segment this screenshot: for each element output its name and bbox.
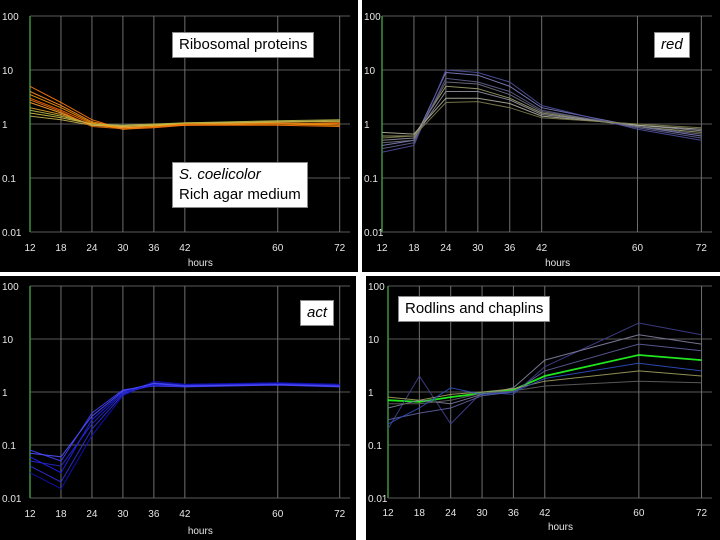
y-tick-label: 1 — [2, 120, 8, 131]
x-tick-label: 36 — [504, 243, 516, 254]
y-tick-label: 0.01 — [368, 494, 388, 505]
chart-panel-red: 100 10 1 0.1 0.01 12 18 24 30 36 42 60 72 hours red — [362, 0, 720, 272]
annotation-line-2: Rich agar medium — [179, 186, 301, 203]
y-tick-label: 0.1 — [364, 174, 378, 185]
y-tick-label: 100 — [364, 12, 381, 23]
x-tick-label: 24 — [440, 243, 452, 254]
x-tick-label: 36 — [508, 508, 520, 519]
y-tick-label: 1 — [364, 120, 370, 131]
y-tick-label: 0.1 — [2, 174, 16, 185]
series-line-rodlin-7 — [387, 362, 702, 425]
y-tick-label: 10 — [364, 66, 376, 77]
x-tick-label: 60 — [632, 243, 644, 254]
chart-label: Ribosomal proteins — [172, 32, 315, 58]
series-line-red-5 — [381, 69, 702, 153]
series-line-rodlin-6 — [388, 380, 702, 405]
x-tick-label: 18 — [414, 508, 426, 519]
x-tick-label: 60 — [272, 509, 284, 520]
annotation-line-1: S. coelicolor — [179, 166, 261, 183]
chart-label: Rodlins and chaplins — [398, 296, 551, 322]
x-tick-label: 18 — [408, 243, 420, 254]
y-tick-label: 10 — [368, 335, 380, 346]
x-tick-label: 72 — [334, 243, 346, 254]
y-tick-label: 100 — [2, 12, 19, 23]
x-axis-label: hours — [188, 258, 213, 269]
y-tick-label: 1 — [2, 388, 8, 399]
chart-annotation: S. coelicolor Rich agar medium — [172, 162, 308, 208]
x-tick-label: 30 — [117, 243, 129, 254]
chart-panel-act: 100 10 1 0.1 0.01 12 18 24 30 36 42 60 72 hours act — [0, 276, 356, 540]
y-tick-label: 0.1 — [2, 441, 16, 452]
series-line-rodlin-5 — [387, 370, 702, 401]
x-tick-label: 12 — [24, 509, 36, 520]
x-tick-label: 12 — [24, 243, 36, 254]
chart-label: red — [654, 32, 690, 58]
series-line-act-4 — [29, 380, 340, 490]
series-line-rodlin-4 — [387, 343, 702, 421]
x-tick-label: 18 — [55, 243, 67, 254]
x-tick-label: 36 — [148, 509, 160, 520]
x-tick-label: 72 — [334, 509, 346, 520]
x-axis-label: hours — [545, 258, 570, 269]
chart-panel-ribosomal: 100 10 1 0.1 0.01 12 18 24 30 36 42 60 72 hours Ribos… — [0, 0, 358, 272]
y-tick-label: 0.1 — [368, 441, 382, 452]
x-tick-label: 30 — [477, 508, 489, 519]
chart-panel-rodlins: 100 10 1 0.1 0.01 12 18 24 30 36 42 60 72 hours Rodli… — [366, 276, 720, 540]
x-tick-label: 42 — [536, 243, 548, 254]
series-line-red-8 — [381, 101, 702, 139]
x-axis-label: hours — [188, 526, 213, 537]
x-tick-label: 12 — [382, 508, 394, 519]
y-tick-label: 1 — [368, 388, 374, 399]
series-line-ribosomal-9 — [29, 99, 340, 130]
series-line-ribosomal-7 — [29, 115, 340, 127]
x-tick-label: 42 — [179, 243, 191, 254]
x-tick-label: 42 — [179, 509, 191, 520]
series-line-ribosomal-6 — [29, 85, 340, 130]
x-tick-label: 30 — [117, 509, 129, 520]
x-tick-label: 24 — [445, 508, 457, 519]
y-tick-label: 100 — [368, 282, 385, 293]
x-tick-label: 72 — [696, 508, 708, 519]
y-tick-label: 0.01 — [2, 228, 22, 239]
x-tick-label: 42 — [539, 508, 551, 519]
series-line-act-6 — [29, 382, 340, 458]
x-tick-label: 30 — [472, 243, 484, 254]
x-axis-label: hours — [548, 522, 573, 533]
y-tick-label: 10 — [2, 335, 14, 346]
y-tick-label: 100 — [2, 282, 19, 293]
x-tick-label: 12 — [376, 243, 388, 254]
chart-svg: 100 10 1 0.1 0.01 12 18 24 30 36 42 60 72 hours — [364, 12, 712, 269]
x-tick-label: 24 — [86, 243, 98, 254]
x-tick-label: 60 — [633, 508, 645, 519]
y-tick-label: 10 — [2, 66, 14, 77]
y-tick-label: 0.01 — [2, 494, 22, 505]
x-tick-label: 36 — [148, 243, 160, 254]
series-line-rodlin-3 — [387, 334, 702, 409]
y-tick-label: 0.01 — [364, 228, 384, 239]
x-tick-label: 24 — [86, 509, 98, 520]
chart-label: act — [300, 300, 335, 326]
x-tick-label: 72 — [696, 243, 708, 254]
x-tick-label: 60 — [272, 243, 284, 254]
x-tick-label: 18 — [55, 509, 67, 520]
chart-svg: 100 10 1 0.1 0.01 12 18 24 30 36 42 60 72 hours — [368, 282, 712, 533]
series-line-ribosomal-10 — [29, 109, 340, 126]
